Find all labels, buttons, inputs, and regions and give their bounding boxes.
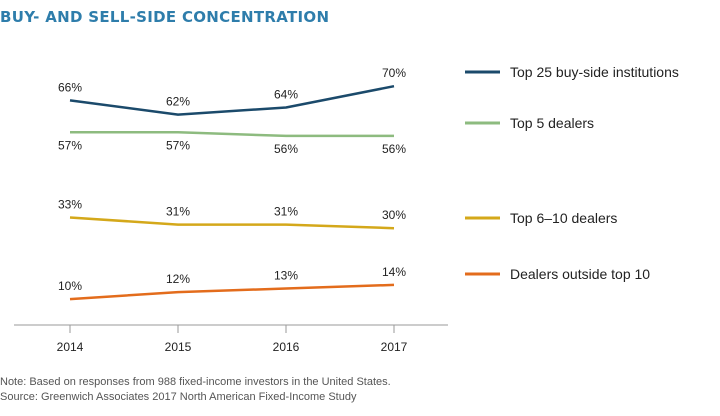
x-tick-label-2015: 2015	[165, 340, 192, 354]
data-label-0-0: 66%	[58, 80, 82, 94]
data-label-0-2: 64%	[274, 88, 298, 102]
data-label-1-2: 56%	[274, 142, 298, 156]
legend-label-3: Dealers outside top 10	[510, 266, 650, 282]
data-label-1-1: 57%	[166, 138, 190, 152]
data-label-2-2: 31%	[274, 205, 298, 219]
data-label-2-0: 33%	[58, 198, 82, 212]
legend-label-2: Top 6–10 dealers	[510, 210, 617, 226]
series-line-2	[69, 216, 395, 230]
data-label-0-3: 70%	[382, 66, 406, 80]
data-label-2-3: 30%	[382, 208, 406, 222]
data-label-1-3: 56%	[382, 142, 406, 156]
data-label-3-0: 10%	[58, 279, 82, 293]
data-label-3-1: 12%	[166, 272, 190, 286]
x-tick-label-2017: 2017	[381, 340, 408, 354]
series-line-1	[70, 131, 394, 138]
data-label-3-3: 14%	[382, 265, 406, 279]
chart-title: BUY- AND SELL-SIDE CONCENTRATION	[0, 8, 330, 26]
series-line-0	[69, 84, 395, 116]
chart-source: Source: Greenwich Associates 2017 North …	[0, 391, 357, 403]
data-label-0-1: 62%	[166, 95, 190, 109]
x-tick-label-2016: 2016	[273, 340, 300, 354]
series-line-3	[69, 283, 395, 301]
x-tick-label-2014: 2014	[57, 340, 84, 354]
chart-note: Note: Based on responses from 988 fixed-…	[0, 376, 391, 388]
data-label-3-2: 13%	[274, 269, 298, 283]
legend-label-0: Top 25 buy-side institutions	[510, 64, 679, 80]
data-label-1-0: 57%	[58, 138, 82, 152]
legend-label-1: Top 5 dealers	[510, 115, 594, 131]
data-label-2-1: 31%	[166, 205, 190, 219]
